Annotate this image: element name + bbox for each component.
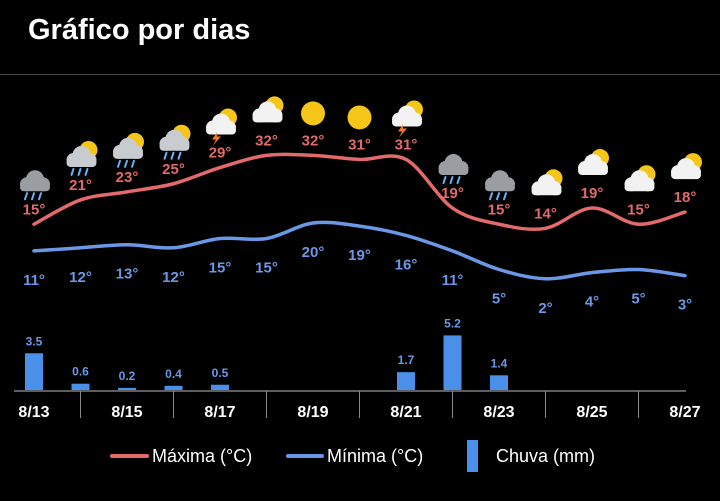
cloud-rain-sun-icon xyxy=(113,132,144,168)
cloud-sun-icon xyxy=(671,153,702,180)
max-temp-label: 15° xyxy=(488,201,511,218)
max-temp-label: 32° xyxy=(255,132,278,149)
rain-label: 0.6 xyxy=(72,365,89,379)
cloud-rain-icon xyxy=(438,154,469,185)
max-temp-label: 15° xyxy=(23,201,46,218)
min-temp-label: 2° xyxy=(538,300,552,317)
rain-bar xyxy=(25,353,43,390)
rain-bar xyxy=(211,384,229,390)
min-temp-label: 12° xyxy=(162,269,185,286)
max-temp-label: 14° xyxy=(534,205,557,222)
max-temp-label: 31° xyxy=(348,136,371,153)
rain-series: 3.5 0.6 0.2 0.4 0.5 1.7 5.2 1.4 xyxy=(25,316,508,390)
rain-label: 1.4 xyxy=(491,356,508,370)
rain-bar xyxy=(118,387,136,390)
min-temp-label: 19° xyxy=(348,247,371,264)
min-temp-label: 20° xyxy=(302,244,325,261)
rain-label: 0.5 xyxy=(212,366,229,380)
cloud-rain-icon xyxy=(485,170,515,201)
min-temp-label: 5° xyxy=(631,291,645,308)
weather-icons xyxy=(20,96,702,201)
header-divider xyxy=(0,74,720,75)
x-tick-label: 8/15 xyxy=(111,404,142,421)
sun-icon xyxy=(301,101,325,126)
rain-bar xyxy=(443,335,462,390)
legend-rain-swatch xyxy=(467,440,478,472)
max-temp-label: 31° xyxy=(395,136,418,153)
max-temp-label: 25° xyxy=(162,161,185,178)
cloud-sun-icon xyxy=(252,96,284,123)
min-temp-label: 4° xyxy=(585,294,599,311)
rain-bar xyxy=(397,372,415,390)
min-temp-label: 15° xyxy=(209,260,232,277)
min-temp-label: 11° xyxy=(23,272,45,289)
legend-rain-label: Chuva (mm) xyxy=(496,446,595,466)
cloud-rain-sun-icon xyxy=(159,124,191,160)
max-temp-label: 23° xyxy=(116,169,139,186)
cloud-rain-icon xyxy=(20,170,50,201)
max-temp-label: 19° xyxy=(581,185,604,202)
max-temp-line xyxy=(32,152,687,232)
cloud-sun-icon xyxy=(531,169,563,196)
max-temp-label: 21° xyxy=(69,177,92,194)
max-temp-label: 15° xyxy=(627,201,650,218)
x-tick-label: 8/17 xyxy=(204,404,235,421)
sun-icon xyxy=(347,105,372,130)
min-temp-series: 11° 12° 13° 12° 15° 15° 20° 19° 16° 11° 5° 2° 4° 5° 3° xyxy=(23,220,692,317)
page-title: Gráfico por dias xyxy=(28,14,251,46)
min-temp-label: 12° xyxy=(69,269,92,286)
rain-label: 1.7 xyxy=(398,353,415,367)
min-temp-label: 5° xyxy=(492,291,506,308)
legend-max-label: Máxima (°C) xyxy=(152,446,252,466)
rain-label: 0.2 xyxy=(119,369,136,383)
legend: Máxima (°C) Mínima (°C) Chuva (mm) xyxy=(110,440,595,472)
rain-bar xyxy=(164,385,183,390)
x-tick-label: 8/13 xyxy=(18,404,49,421)
x-tick-label: 8/21 xyxy=(390,404,421,421)
min-temp-label: 16° xyxy=(395,256,418,273)
x-axis: 8/13 8/15 8/17 8/19 8/21 8/23 8/25 8/27 xyxy=(14,390,701,421)
cloud-rain-sun-icon xyxy=(66,140,98,176)
min-temp-line xyxy=(32,220,687,281)
max-temp-label: 32° xyxy=(302,132,325,149)
rain-bar xyxy=(71,383,90,390)
min-temp-label: 13° xyxy=(116,266,139,283)
max-temp-series: 15° 21° 23° 25° 29° 32° 32° 31° 31° 19° 15° 14° 19° 1… xyxy=(23,132,697,232)
rain-label: 5.2 xyxy=(444,316,461,330)
cloud-storm-sun-icon xyxy=(392,100,423,138)
min-temp-label: 3° xyxy=(678,297,692,314)
x-tick-label: 8/23 xyxy=(483,404,514,421)
min-temp-label: 11° xyxy=(442,272,464,289)
x-tick-label: 8/27 xyxy=(669,404,700,421)
cloud-sun-icon xyxy=(624,165,656,192)
cloud-storm-sun-icon xyxy=(206,108,237,146)
min-temp-label: 15° xyxy=(255,260,278,277)
x-tick-label: 8/25 xyxy=(576,404,607,421)
cloud-sun-icon xyxy=(578,149,609,176)
rain-label: 3.5 xyxy=(26,334,43,348)
rain-bar xyxy=(490,375,508,390)
x-tick-label: 8/19 xyxy=(297,404,328,421)
max-temp-label: 19° xyxy=(441,185,464,202)
max-temp-label: 29° xyxy=(209,145,232,162)
legend-min-label: Mínima (°C) xyxy=(327,446,423,466)
rain-label: 0.4 xyxy=(165,367,182,381)
max-temp-label: 18° xyxy=(674,189,697,206)
